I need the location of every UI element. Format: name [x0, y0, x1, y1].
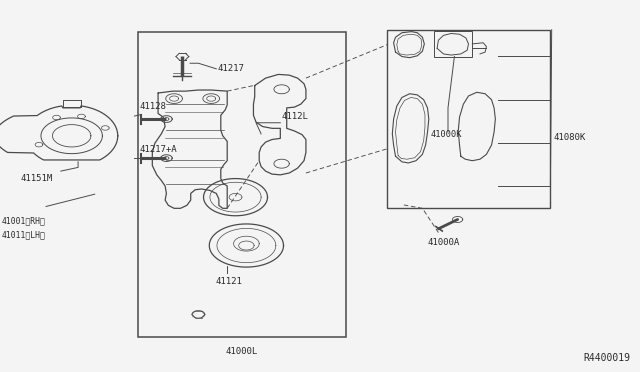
Text: 41128: 41128 — [140, 102, 166, 111]
Text: 41000L: 41000L — [225, 347, 258, 356]
Text: 41000K: 41000K — [430, 130, 461, 139]
Text: 41000A: 41000A — [428, 238, 460, 247]
Bar — [387, 30, 550, 208]
Text: 41217: 41217 — [218, 64, 244, 73]
Text: R4400019: R4400019 — [584, 353, 630, 363]
Text: 41121: 41121 — [216, 277, 243, 286]
Text: 41217+A: 41217+A — [140, 145, 177, 154]
Text: 41011〈LH〉: 41011〈LH〉 — [1, 231, 45, 240]
Text: 41001〈RH〉: 41001〈RH〉 — [1, 217, 45, 226]
Text: 41080K: 41080K — [554, 133, 586, 142]
Text: 4112L: 4112L — [282, 112, 308, 121]
Text: 41151M: 41151M — [21, 174, 53, 183]
Bar — [138, 32, 346, 337]
Bar — [434, 31, 472, 57]
